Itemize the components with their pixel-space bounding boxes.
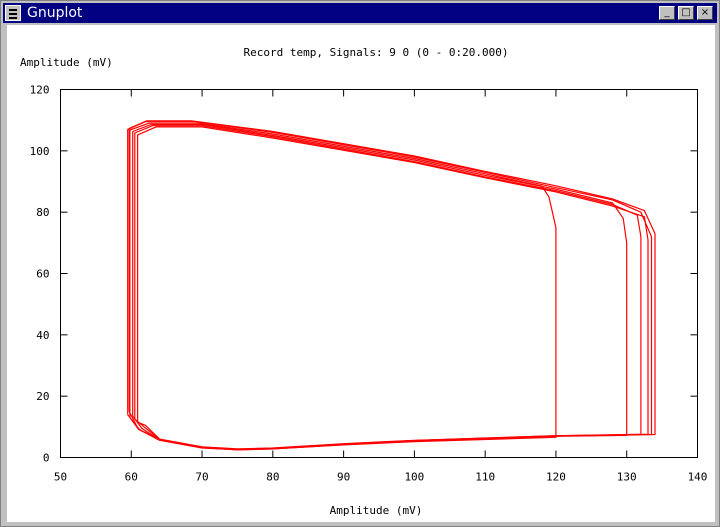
series-line-5 [137,126,649,450]
y-tick-label: 0 [43,452,50,465]
chart-title: Record temp, Signals: 9 0 (0 - 0:20.000) [244,46,509,59]
plot-area[interactable]: Record temp, Signals: 9 0 (0 - 0:20.000)… [7,25,715,522]
title-bar[interactable]: Gnuplot _ □ × [3,3,717,23]
plot-frame [60,89,698,458]
x-tick-label: 50 [54,471,67,484]
y-tick-label: 20 [36,390,49,403]
y-tick-label: 40 [36,329,49,342]
window-title: Gnuplot [27,5,83,21]
series-line-4 [134,125,642,450]
x-tick-label: 140 [688,471,708,484]
y-tick-label: 120 [30,84,50,97]
y-tick-label: 60 [36,268,49,281]
maximize-button[interactable]: □ [678,6,694,20]
chart-svg: Record temp, Signals: 9 0 (0 - 0:20.000)… [20,46,708,517]
x-tick-label: 130 [617,471,637,484]
x-tick-label: 110 [475,471,495,484]
minimize-button[interactable]: _ [659,6,675,20]
x-axis-label: Amplitude (mV) [330,504,423,517]
y-tick-label: 100 [30,145,50,158]
y-axis-label: Amplitude (mV) [20,56,113,69]
data-series [127,120,656,451]
close-button[interactable]: × [697,6,713,20]
window-menu-icon[interactable] [5,5,21,21]
series-line-3 [132,123,628,451]
x-tick-label: 90 [337,471,350,484]
y-tick-label: 80 [36,206,49,219]
series-line-6 [128,120,656,451]
series-line-1 [127,121,653,451]
x-tick-label: 80 [266,471,279,484]
x-tick-label: 70 [195,471,208,484]
x-tick-label: 120 [546,471,566,484]
x-tick-label: 100 [404,471,424,484]
axis-ticks: 50 60 70 80 90 100 110 120 130 140 0 20 40 60 80 100 120 [30,84,708,484]
x-tick-label: 60 [125,471,138,484]
